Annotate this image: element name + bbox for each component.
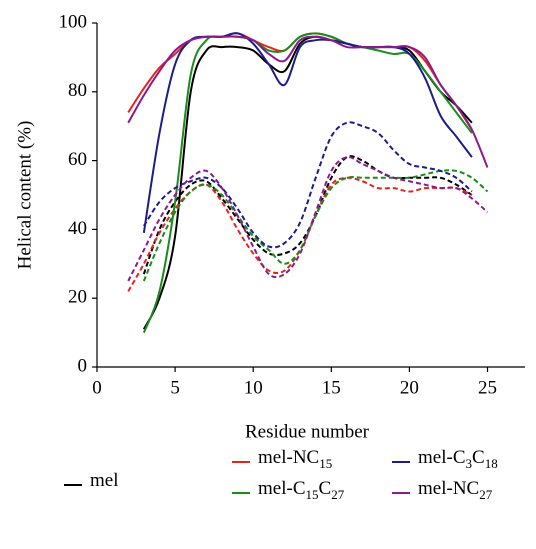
dashed-line — [142, 169, 489, 282]
y-tick-label: 60 — [68, 149, 87, 170]
y-tick-label: 0 — [78, 355, 88, 376]
x-tick-label: 0 — [92, 377, 102, 398]
dashed-line — [142, 155, 473, 275]
y-tick-label: 100 — [59, 11, 88, 32]
y-axis-label: Helical content (%) — [14, 121, 35, 270]
x-tick-label: 20 — [400, 377, 419, 398]
legend-label: mel-NC27 — [418, 478, 493, 502]
dashed-line — [127, 176, 473, 292]
legend-label: mel — [90, 470, 119, 491]
dashed-line — [127, 156, 489, 282]
y-tick-label: 20 — [68, 287, 87, 308]
line — [142, 32, 473, 333]
line — [127, 35, 489, 168]
x-tick-label: 10 — [244, 377, 263, 398]
x-tick-label: 5 — [170, 377, 180, 398]
legend-label: mel-NC15 — [258, 447, 332, 471]
y-tick-label: 40 — [68, 218, 87, 239]
x-tick-label: 15 — [322, 377, 341, 398]
line — [142, 35, 473, 330]
legend-label: mel-C15C27 — [258, 478, 345, 502]
x-tick-label: 25 — [478, 377, 497, 398]
dashed-line — [143, 121, 473, 249]
y-tick-label: 80 — [68, 80, 87, 101]
x-axis-label: Residue number — [245, 421, 370, 442]
legend-label: mel-C3C18 — [418, 447, 498, 471]
